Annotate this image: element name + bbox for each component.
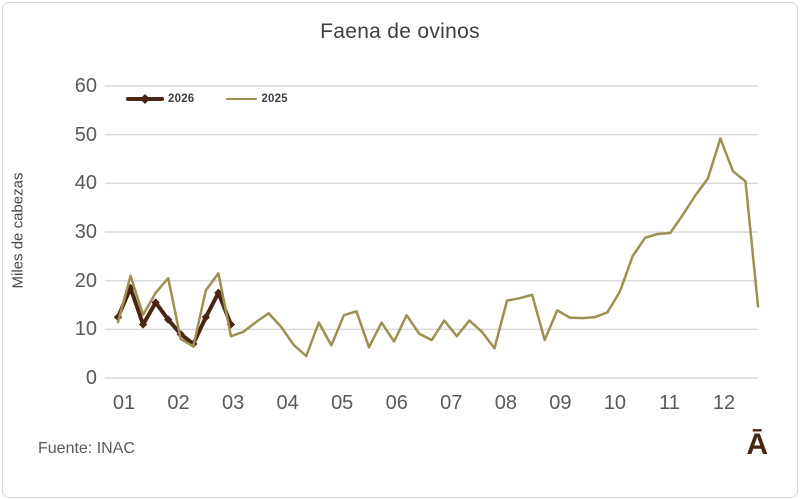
y-tick-label-30: 30 bbox=[74, 221, 97, 243]
legend-swatch-2025 bbox=[226, 94, 258, 104]
legend-item-2026: 2026 bbox=[126, 93, 194, 105]
source-note: Fuente: INAC bbox=[38, 440, 135, 457]
x-tick-label-02: 02 bbox=[167, 392, 190, 414]
series-line-2026 bbox=[116, 285, 233, 346]
y-tick-label-0: 0 bbox=[85, 367, 97, 389]
legend-swatch-2026 bbox=[126, 94, 164, 104]
data-point-marker-2026 bbox=[201, 312, 211, 322]
data-point-marker-2026 bbox=[138, 320, 148, 329]
data-point-marker-2026 bbox=[176, 330, 185, 339]
legend-diamond-2026-icon bbox=[140, 94, 150, 104]
data-point-marker-2026 bbox=[151, 298, 160, 307]
data-point-marker-2026 bbox=[226, 320, 236, 329]
x-tick-label-07: 07 bbox=[440, 392, 463, 414]
legend-item-2025: 2025 bbox=[226, 93, 288, 105]
x-tick-label-03: 03 bbox=[221, 392, 245, 414]
x-tick-label-08: 08 bbox=[494, 392, 517, 414]
x-tick-label-04: 04 bbox=[276, 392, 299, 414]
data-point-marker-2026 bbox=[126, 283, 135, 293]
y-tick-label-50: 50 bbox=[74, 123, 97, 146]
chart-title: Faena de ovinos bbox=[320, 20, 480, 43]
x-tick-label-05: 05 bbox=[331, 392, 354, 414]
y-tick-label-60: 60 bbox=[74, 75, 97, 97]
x-tick-label-09: 09 bbox=[549, 392, 572, 414]
x-tick-label-06: 06 bbox=[385, 392, 408, 414]
data-point-marker-2026 bbox=[214, 288, 223, 298]
x-tick-label-11: 11 bbox=[659, 392, 680, 414]
legend: 2026 2025 bbox=[126, 93, 288, 105]
y-tick-label-20: 20 bbox=[74, 269, 97, 292]
x-tick-label-12: 12 bbox=[712, 392, 736, 414]
data-point-marker-2026 bbox=[189, 339, 198, 349]
legend-label-2025: 2025 bbox=[261, 93, 288, 105]
y-axis-title: Miles de cabezas bbox=[9, 172, 27, 289]
series-line-2025 bbox=[116, 137, 760, 358]
x-tick-label-01: 01 bbox=[112, 392, 136, 414]
y-tick-label-10: 10 bbox=[74, 318, 97, 341]
legend-line-2025-icon bbox=[226, 97, 258, 101]
corner-glyph: Ā bbox=[746, 428, 768, 461]
data-point-marker-2026 bbox=[113, 312, 123, 322]
x-tick-label-10: 10 bbox=[603, 392, 627, 414]
y-tick-label-40: 40 bbox=[74, 172, 97, 195]
data-point-marker-2026 bbox=[164, 315, 173, 324]
legend-label-2026: 2026 bbox=[168, 93, 195, 105]
